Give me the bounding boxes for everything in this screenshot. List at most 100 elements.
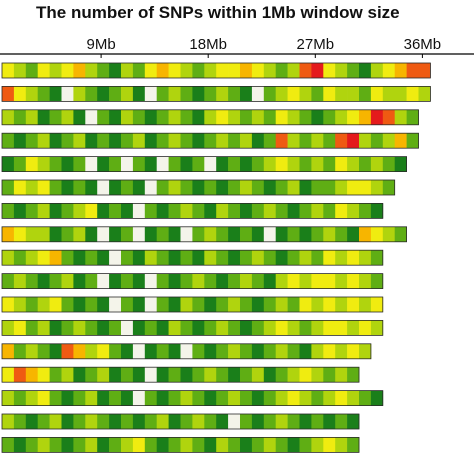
density-bin xyxy=(37,367,50,383)
density-bin xyxy=(335,180,348,195)
density-bin xyxy=(216,367,229,383)
density-bin xyxy=(37,86,50,102)
density-bin xyxy=(61,390,74,406)
density-bin xyxy=(359,63,372,78)
density-bin xyxy=(204,343,217,359)
density-bin xyxy=(299,63,312,78)
density-bin xyxy=(287,343,300,359)
density-bin xyxy=(370,156,384,172)
density-bin xyxy=(144,133,157,149)
density-bin xyxy=(263,273,276,289)
density-bin xyxy=(97,133,110,149)
density-bin xyxy=(109,86,122,102)
density-bin xyxy=(37,320,50,336)
density-bin xyxy=(370,390,384,406)
density-bin xyxy=(49,437,62,453)
density-bin xyxy=(335,133,348,149)
density-bin xyxy=(216,86,229,102)
density-bin xyxy=(240,133,253,149)
density-bin xyxy=(109,437,122,453)
density-bin xyxy=(132,367,146,383)
density-bin xyxy=(275,343,288,359)
density-bin xyxy=(251,320,265,336)
density-bin xyxy=(240,320,253,336)
density-bin xyxy=(180,320,193,336)
density-bin xyxy=(275,297,288,312)
density-bin xyxy=(394,156,407,172)
chromosome-track xyxy=(1,86,431,102)
density-bin xyxy=(180,414,193,429)
density-bin xyxy=(299,320,312,336)
density-bin xyxy=(73,343,86,359)
density-bin xyxy=(263,109,276,125)
density-bin xyxy=(156,180,169,195)
density-bin xyxy=(144,414,157,429)
density-bin xyxy=(347,133,360,149)
density-bin xyxy=(299,156,312,172)
density-bin xyxy=(275,86,288,102)
density-bin xyxy=(85,63,98,78)
density-bin xyxy=(132,226,146,242)
density-bin xyxy=(299,250,312,266)
density-bin xyxy=(311,180,324,195)
density-bin xyxy=(228,109,241,125)
chromosome-outline xyxy=(1,390,384,407)
density-bin xyxy=(311,273,324,289)
density-bin xyxy=(370,109,384,125)
density-bin xyxy=(359,297,372,312)
density-bin xyxy=(97,367,110,383)
density-bin xyxy=(263,390,276,406)
density-bin xyxy=(228,86,241,102)
density-bin xyxy=(323,273,336,289)
density-bin xyxy=(275,367,288,383)
density-bin xyxy=(132,297,146,312)
density-bin xyxy=(132,63,146,78)
density-bin xyxy=(61,320,74,336)
chromosome-outline xyxy=(1,202,384,219)
density-bin xyxy=(299,343,312,359)
density-bin xyxy=(240,156,253,172)
density-bin xyxy=(61,343,74,359)
density-bin xyxy=(263,63,276,78)
density-bin xyxy=(109,297,122,312)
density-bin xyxy=(287,156,300,172)
density-bin xyxy=(97,180,110,195)
density-bin xyxy=(49,250,62,266)
density-bin xyxy=(168,390,181,406)
density-bin xyxy=(251,250,265,266)
density-bin xyxy=(251,63,265,78)
density-bin xyxy=(347,156,360,172)
density-bin xyxy=(97,156,110,172)
density-bin xyxy=(192,86,205,102)
density-bin xyxy=(132,437,146,453)
density-bin xyxy=(359,86,372,102)
chromosome-track xyxy=(1,296,384,313)
density-bin xyxy=(2,390,15,406)
density-bin xyxy=(97,109,110,125)
density-bin xyxy=(97,297,110,312)
density-bin xyxy=(73,133,86,149)
density-bin xyxy=(49,133,62,149)
density-bin xyxy=(204,156,217,172)
density-bin xyxy=(2,86,15,102)
density-bin xyxy=(359,109,372,125)
density-bin xyxy=(37,297,50,312)
density-bin xyxy=(216,156,229,172)
density-bin xyxy=(73,437,86,453)
density-bin xyxy=(406,109,419,125)
density-bin xyxy=(2,133,15,149)
density-bin xyxy=(382,86,395,102)
density-bin xyxy=(240,343,253,359)
density-bin xyxy=(382,109,395,125)
density-bin xyxy=(323,226,336,242)
density-bin xyxy=(49,109,62,125)
density-bin xyxy=(204,320,217,336)
density-bin xyxy=(323,250,336,266)
density-bin xyxy=(37,343,50,359)
density-bin xyxy=(61,367,74,383)
density-bin xyxy=(132,180,146,195)
density-bin xyxy=(216,109,229,125)
density-bin xyxy=(359,133,372,149)
density-bin xyxy=(240,86,253,102)
density-bin xyxy=(25,273,38,289)
